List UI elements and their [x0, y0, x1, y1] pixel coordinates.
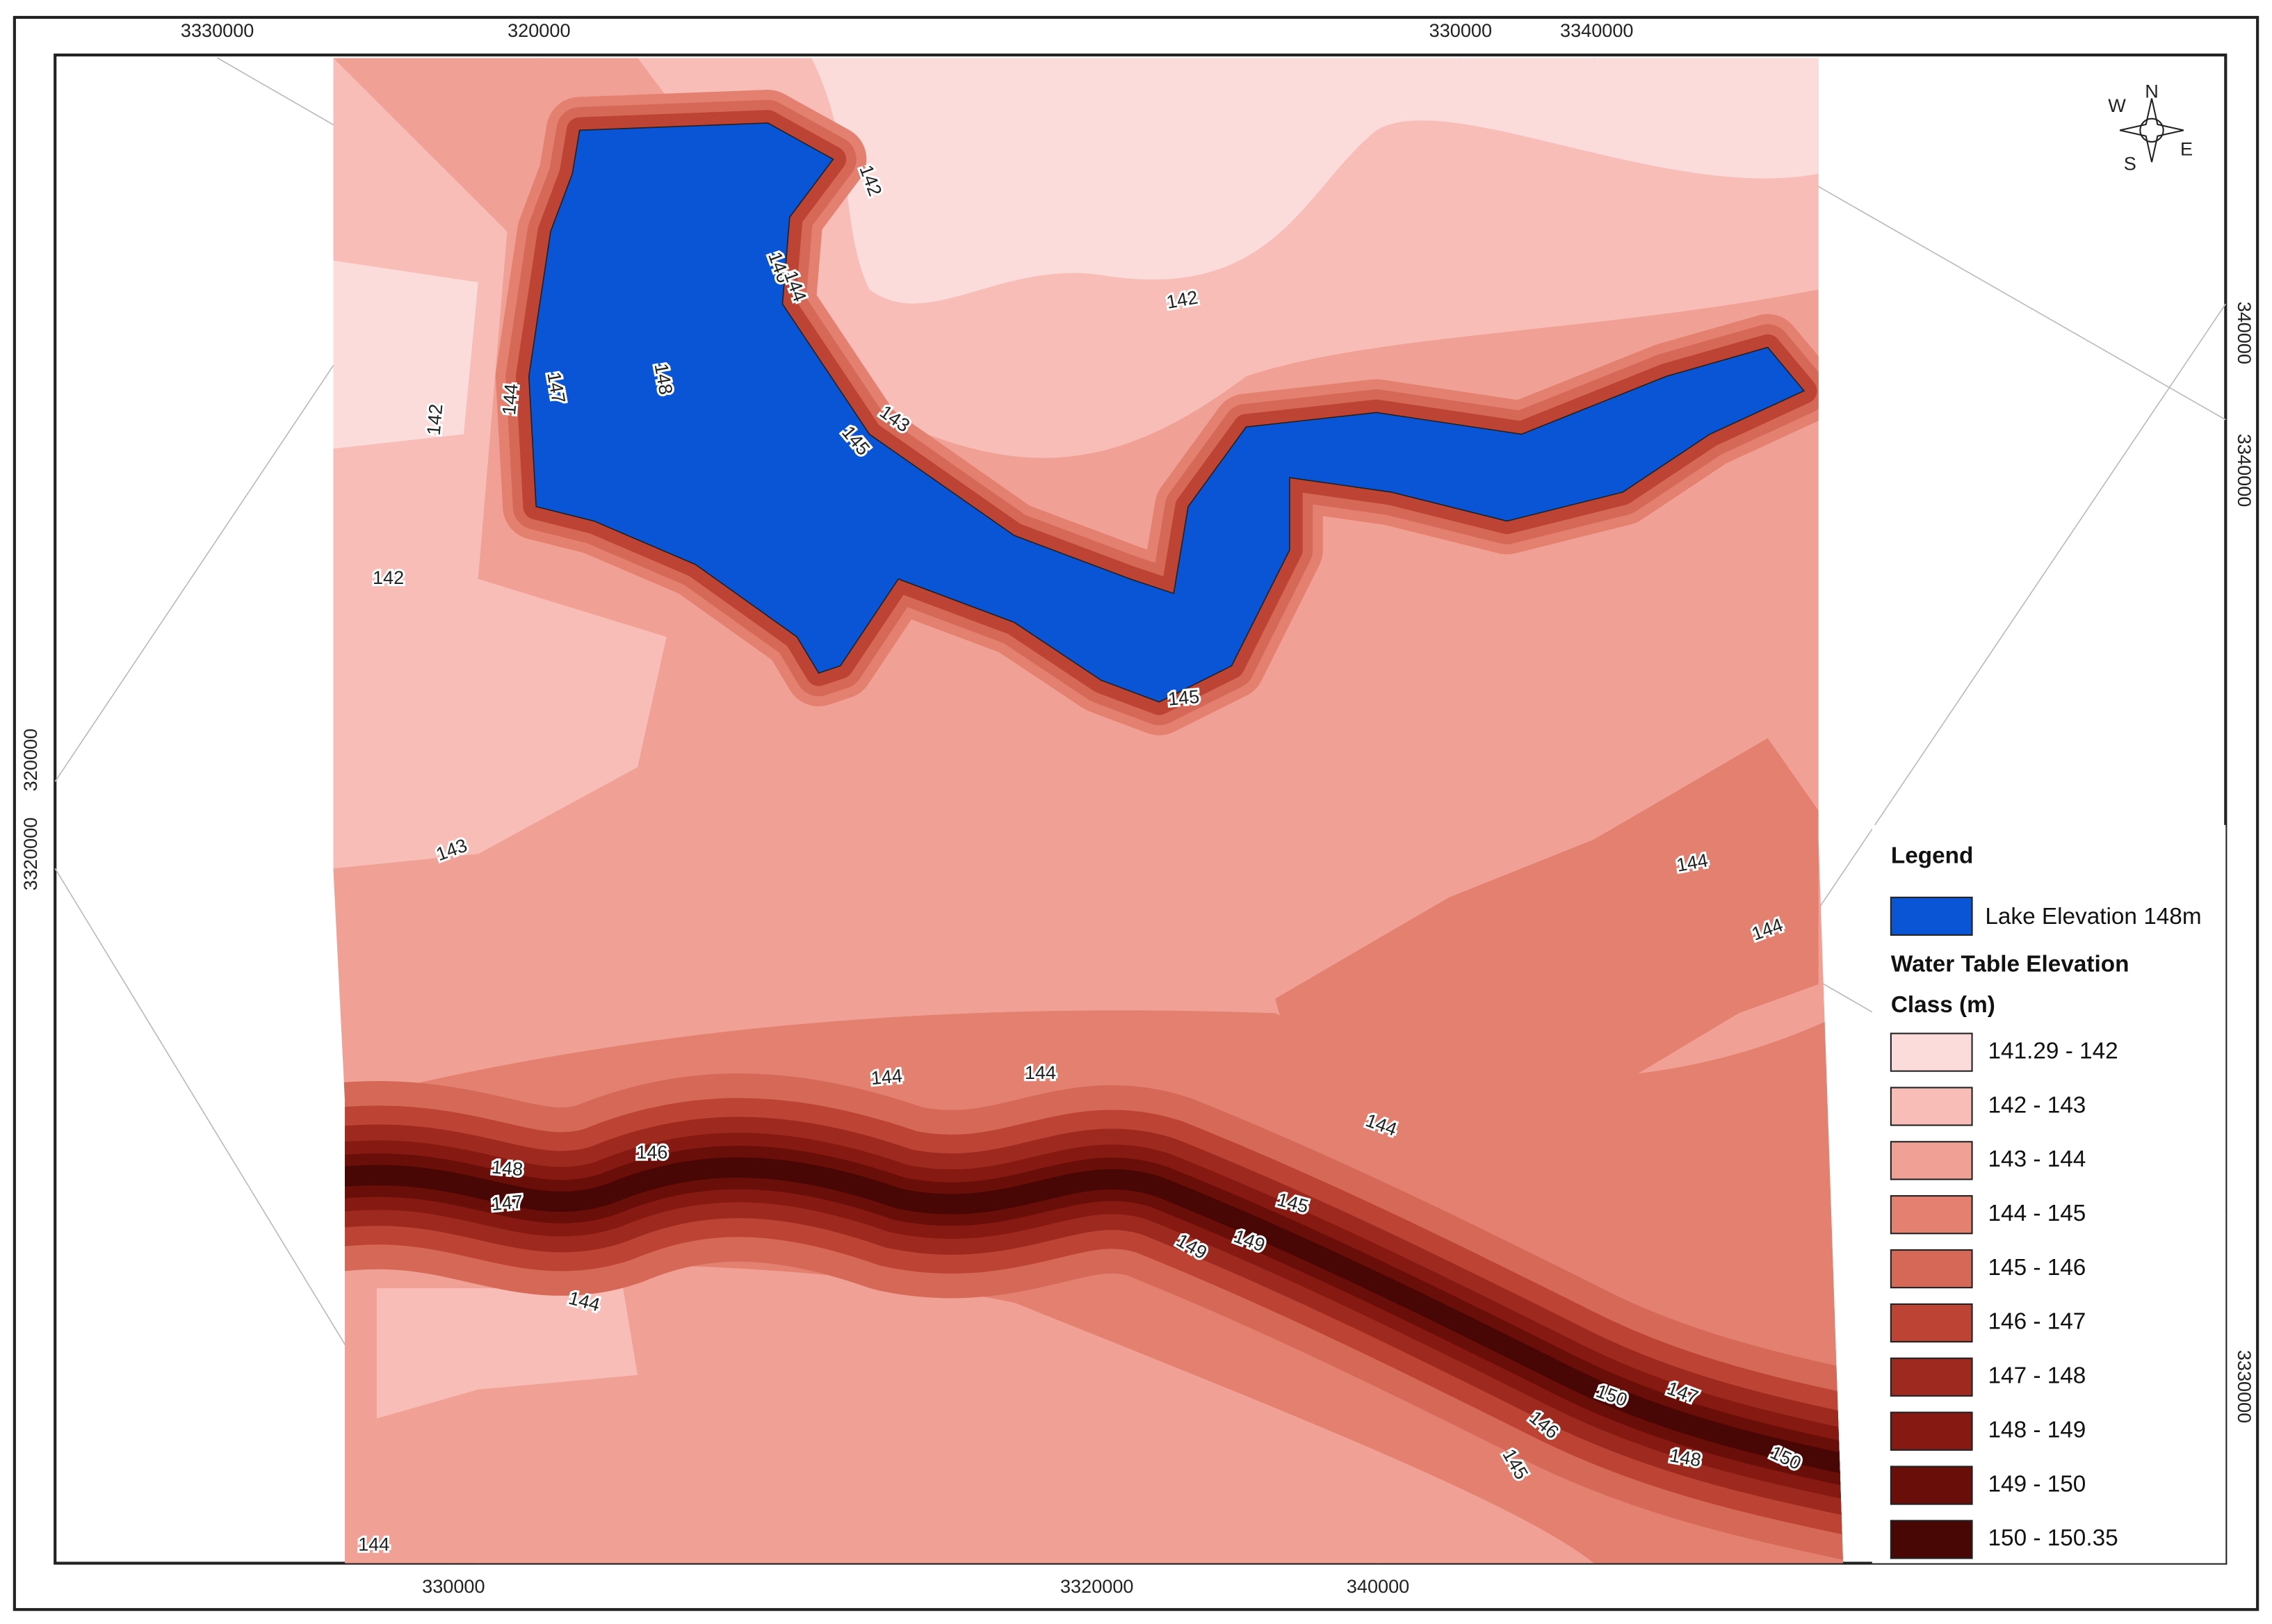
- compass-letter: E: [2180, 138, 2193, 160]
- zone: [376, 1288, 638, 1419]
- legend-swatch: [1890, 1465, 1973, 1505]
- legend-title: Legend: [1891, 843, 1974, 868]
- legend-label: 146 - 147: [1988, 1309, 2086, 1335]
- zone: [811, 58, 1819, 304]
- contour-label: 146: [636, 1142, 667, 1163]
- legend-label: 147 - 148: [1988, 1363, 2086, 1389]
- legend-subtitle: Class (m): [1891, 992, 1995, 1018]
- legend-label: 145 - 146: [1988, 1255, 2086, 1281]
- legend-label: 141.29 - 142: [1988, 1038, 2118, 1064]
- contour-label: 144: [870, 1064, 903, 1089]
- legend-swatch: [1890, 1032, 1973, 1072]
- grid-label: 3330000: [2234, 1350, 2255, 1423]
- contour-label: 145: [1167, 685, 1201, 710]
- zone: [333, 260, 478, 449]
- grid-label: 330000: [1429, 19, 1492, 41]
- grid-label: 320000: [508, 19, 570, 41]
- legend-label: 149 - 150: [1988, 1471, 2086, 1497]
- zone: [1275, 738, 1819, 1144]
- compass-letter: S: [2124, 153, 2136, 174]
- grid-label: 340000: [1347, 1575, 1409, 1597]
- contour-label: 148: [491, 1156, 524, 1180]
- water-table-raster: [333, 58, 1844, 1564]
- legend-swatch: [1890, 1087, 1973, 1126]
- grid-label: 320000: [19, 729, 41, 791]
- grid-label: 340000: [2234, 302, 2255, 364]
- legend-swatch: [1890, 1411, 1973, 1451]
- contour-label: 144: [498, 383, 522, 416]
- grid-label: 3320000: [19, 818, 41, 891]
- legend-label: 144 - 145: [1988, 1201, 2086, 1226]
- legend-swatch: [1890, 1303, 1973, 1343]
- grid-label: 3340000: [2234, 434, 2255, 507]
- contour-band: [333, 1157, 1844, 1479]
- legend-swatch: [1890, 1357, 1973, 1397]
- legend-label: 150 - 150.35: [1988, 1525, 2118, 1551]
- legend-swatch: [1890, 1195, 1973, 1235]
- legend-swatch: [1890, 1520, 1973, 1559]
- legend-swatch: [1890, 896, 1973, 936]
- legend-swatch: [1890, 1141, 1973, 1180]
- lake: [528, 122, 1806, 703]
- zone: [333, 58, 667, 869]
- legend-label: 148 - 149: [1988, 1417, 2086, 1443]
- legend-label: 143 - 144: [1988, 1146, 2086, 1172]
- contour-label: 144: [358, 1534, 389, 1555]
- contour-label: 147: [490, 1190, 524, 1215]
- contour-label: 142: [373, 567, 404, 588]
- legend-label: 142 - 143: [1988, 1092, 2086, 1118]
- grid-label: 330000: [422, 1575, 485, 1597]
- compass: [2119, 98, 2184, 163]
- grid-label: 3340000: [1560, 19, 1633, 41]
- compass-letter: W: [2108, 95, 2126, 116]
- legend-label: Lake Elevation 148m: [1985, 904, 2201, 929]
- contour-label: 142: [423, 403, 447, 437]
- grid-label: 3320000: [1060, 1575, 1133, 1597]
- grid-label: 3330000: [181, 19, 254, 41]
- ridge-band: [333, 1073, 1844, 1564]
- contour-label: 144: [1025, 1062, 1056, 1083]
- legend-swatch: [1890, 1249, 1973, 1289]
- compass-letter: N: [2145, 80, 2159, 102]
- legend-subtitle: Water Table Elevation: [1891, 951, 2129, 977]
